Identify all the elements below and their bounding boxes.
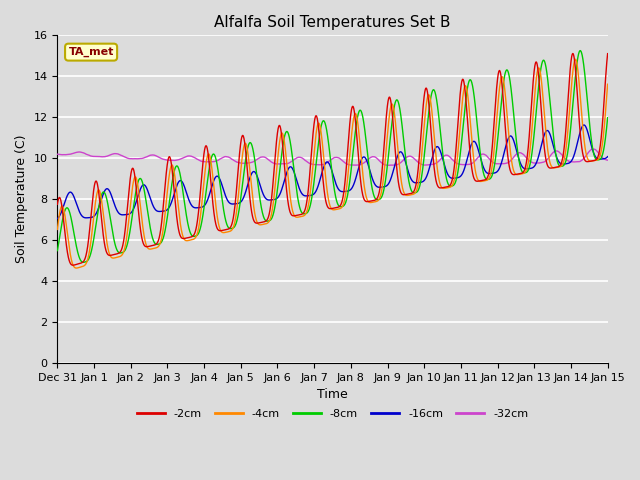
Legend: -2cm, -4cm, -8cm, -16cm, -32cm: -2cm, -4cm, -8cm, -16cm, -32cm xyxy=(132,404,532,423)
X-axis label: Time: Time xyxy=(317,388,348,401)
Text: TA_met: TA_met xyxy=(68,47,114,57)
Y-axis label: Soil Temperature (C): Soil Temperature (C) xyxy=(15,135,28,264)
Title: Alfalfa Soil Temperatures Set B: Alfalfa Soil Temperatures Set B xyxy=(214,15,451,30)
